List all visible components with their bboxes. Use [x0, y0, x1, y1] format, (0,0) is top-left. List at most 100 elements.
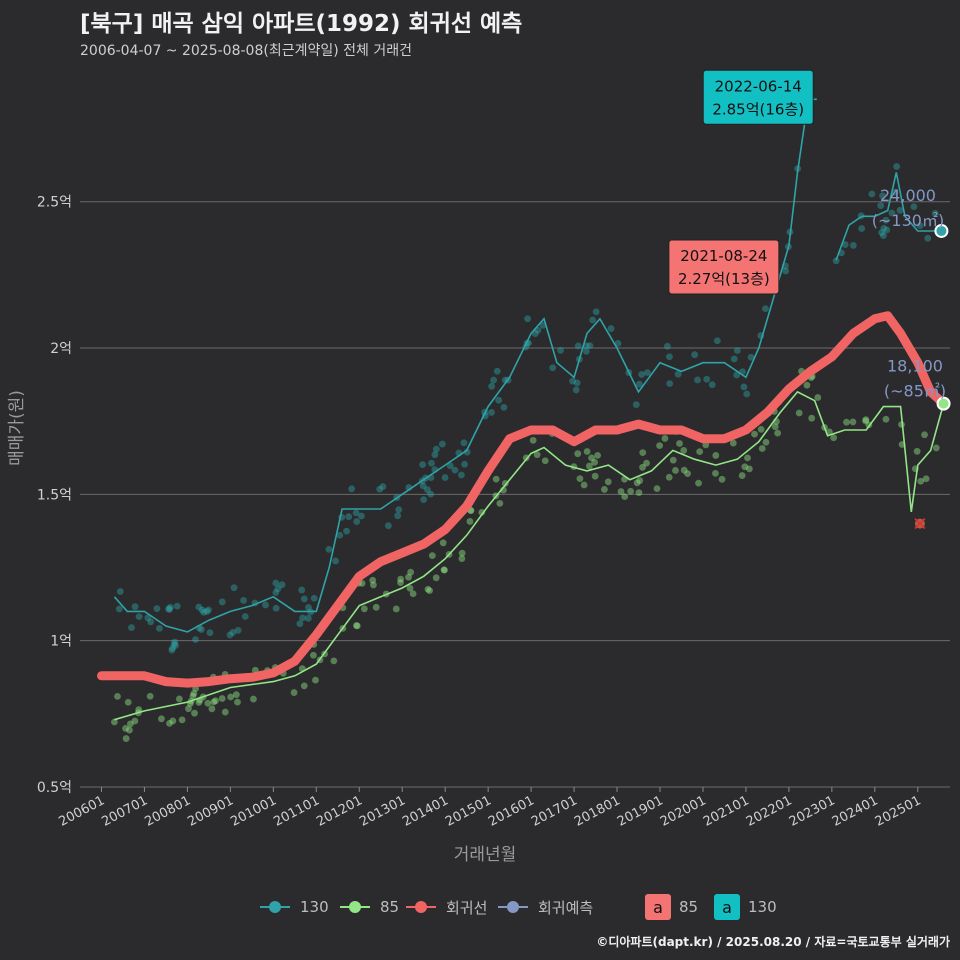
transaction-dot — [744, 454, 751, 462]
transaction-dot — [569, 377, 576, 385]
transaction-dot — [832, 257, 840, 265]
legend-label-85: 85 — [380, 898, 400, 916]
transaction-dot — [226, 631, 234, 639]
transaction-dot — [397, 579, 404, 586]
transaction-dot — [146, 692, 154, 700]
transaction-dot — [131, 603, 139, 611]
transaction-dot — [170, 640, 178, 648]
end-point-130 — [934, 223, 949, 238]
callout-price: 2.27억(13층) — [678, 270, 770, 288]
transaction-dot — [573, 379, 581, 387]
transaction-dot — [110, 718, 118, 726]
transaction-dot — [197, 626, 205, 633]
transaction-dot — [395, 506, 403, 514]
transaction-dot — [868, 190, 876, 198]
transaction-dot — [206, 629, 214, 637]
transaction-dot — [713, 337, 721, 345]
transaction-dot — [190, 690, 198, 697]
transaction-dot — [684, 470, 691, 478]
transaction-dot — [431, 451, 439, 459]
transaction-dot — [155, 624, 163, 632]
transaction-dot — [353, 622, 361, 630]
transaction-dot — [492, 475, 500, 483]
transaction-dot — [458, 549, 466, 557]
transaction-dot — [419, 482, 427, 490]
transaction-dot — [672, 467, 679, 474]
max-price-callout — [702, 69, 814, 125]
transaction-dot — [924, 234, 932, 242]
x-tick-label: 202001 — [658, 793, 709, 830]
transaction-dot — [358, 512, 365, 520]
transaction-dot — [495, 396, 503, 404]
transaction-dot — [392, 605, 400, 613]
transaction-dot — [458, 555, 466, 562]
x-tick-label: 201701 — [529, 793, 580, 830]
x-tick-label: 201601 — [486, 793, 537, 830]
transaction-dot — [592, 308, 600, 316]
transaction-dot — [218, 598, 226, 606]
transaction-dot — [171, 638, 179, 646]
transaction-dot — [234, 626, 242, 634]
transaction-dot — [310, 594, 318, 602]
end-point-85 — [936, 396, 951, 411]
legend-box-130-glyph: a — [714, 894, 740, 920]
transaction-dot — [913, 447, 921, 455]
transaction-dot — [298, 586, 306, 594]
transaction-dot — [638, 371, 646, 378]
transaction-dot — [376, 485, 384, 493]
transaction-dot — [428, 459, 435, 467]
transaction-dot — [557, 346, 564, 354]
transaction-dot — [490, 376, 498, 384]
transaction-dot — [572, 386, 580, 394]
legend-label-prediction: 회귀예측 — [538, 898, 594, 917]
end-label-area: (~130㎡) — [872, 211, 944, 230]
transaction-dot — [696, 448, 704, 456]
x-tick-label: 201101 — [271, 793, 322, 830]
transaction-dot — [757, 425, 765, 433]
transaction-dot — [460, 439, 468, 447]
transaction-dot — [210, 698, 218, 706]
transaction-dot — [669, 456, 677, 464]
transaction-dot — [586, 342, 594, 350]
transaction-dot — [165, 605, 172, 613]
x-tick-label: 202101 — [701, 793, 752, 830]
credit-text: ©디아파트(dapt.kr) / 2025.08.20 / 자료=국토교통부 실… — [596, 935, 950, 949]
transaction-dot — [457, 471, 465, 479]
transaction-dot — [296, 620, 304, 628]
transaction-dot — [370, 581, 377, 589]
transaction-dot — [841, 241, 849, 248]
x-tick-label: 202401 — [830, 793, 881, 830]
transaction-dot — [424, 486, 431, 494]
transaction-dot — [882, 415, 890, 423]
transaction-dot — [424, 585, 432, 593]
transaction-dot — [656, 442, 663, 450]
legend-item-130: 130 — [258, 893, 329, 921]
transaction-dot — [218, 695, 226, 702]
transaction-dot — [135, 613, 143, 621]
transaction-dot — [880, 224, 888, 232]
transaction-dot — [740, 383, 748, 391]
transaction-dot — [653, 485, 661, 493]
transaction-dot — [309, 651, 317, 659]
series-line-85 — [114, 390, 945, 721]
transaction-dot — [353, 518, 361, 525]
transaction-dot — [192, 636, 199, 643]
transaction-dot — [178, 716, 186, 724]
transaction-dot — [858, 225, 866, 232]
transaction-dot — [169, 644, 176, 652]
x-tick-label: 201501 — [443, 793, 494, 830]
x-tick-label: 201801 — [572, 793, 623, 830]
x-tick-label: 201001 — [228, 793, 279, 830]
x-tick-label: 202301 — [787, 793, 838, 830]
transaction-dot — [639, 449, 647, 456]
callout-date: 2022-06-14 — [715, 77, 802, 95]
legend-box-85: a 85 — [645, 893, 698, 921]
transaction-dot — [158, 715, 165, 723]
transaction-dot — [549, 364, 557, 372]
max-price-callout — [668, 239, 780, 295]
transaction-dot — [426, 587, 433, 595]
transaction-dot — [189, 692, 197, 700]
transaction-dot — [880, 232, 887, 240]
transaction-dot — [849, 418, 857, 426]
x-tick-label: 200601 — [56, 793, 107, 830]
